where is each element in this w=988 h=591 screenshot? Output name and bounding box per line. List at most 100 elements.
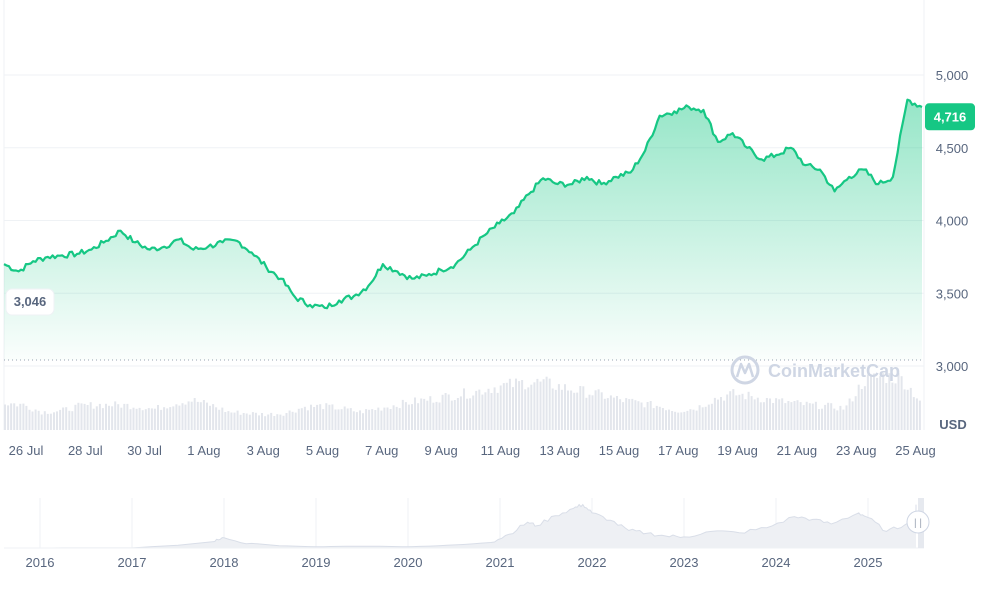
volume-bar (331, 404, 334, 430)
volume-bar (251, 412, 254, 430)
y-tick-label: 5,000 (936, 68, 969, 83)
volume-bar (184, 404, 187, 430)
volume-bar (811, 403, 814, 430)
volume-bar (420, 398, 423, 430)
volume-bar (674, 411, 677, 430)
volume-bar (582, 386, 585, 430)
volume-bar (31, 411, 34, 430)
volume-bar (245, 413, 248, 430)
volume-bars (4, 373, 921, 430)
x-tick-label: 25 Aug (895, 443, 936, 458)
volume-bar (631, 398, 634, 430)
volume-bar (34, 409, 37, 430)
volume-bar (337, 409, 340, 430)
y-axis-unit: USD (939, 417, 966, 432)
volume-bar (407, 404, 410, 430)
svg-text:4,716: 4,716 (934, 109, 967, 124)
volume-bar (288, 410, 291, 430)
volume-bar (793, 401, 796, 430)
volume-bar (334, 409, 337, 430)
volume-bar (808, 403, 811, 430)
volume-bar (839, 405, 842, 430)
volume-bar (306, 410, 309, 430)
volume-bar (463, 388, 465, 430)
volume-bar (435, 401, 438, 430)
volume-bar (726, 394, 729, 430)
volume-bar (374, 410, 377, 430)
x-tick-label: 17 Aug (658, 443, 699, 458)
volume-bar (74, 404, 77, 430)
volume-bar (395, 406, 398, 430)
volume-bar (830, 403, 833, 430)
y-tick-label: 4,000 (936, 214, 969, 229)
volume-bar (285, 413, 288, 430)
volume-bar (313, 407, 316, 430)
volume-bar (181, 403, 184, 430)
volume-bar (496, 392, 499, 430)
volume-bar (796, 400, 799, 430)
x-axis: 26 Jul 28 Jul 30 Jul 1 Aug 3 Aug 5 Aug 7 Aug 9 … (9, 443, 936, 458)
volume-bar (882, 373, 885, 430)
volume-bar (879, 376, 882, 430)
volume-bar (821, 408, 823, 430)
volume-bar (818, 409, 820, 430)
volume-bar (756, 397, 759, 430)
volume-bar (671, 411, 674, 430)
volume-bar (909, 387, 912, 430)
volume-bar (221, 407, 224, 430)
volume-bar (248, 414, 251, 430)
volume-bar (784, 403, 787, 430)
volume-bar (196, 401, 199, 430)
range-handle[interactable]: | | (906, 498, 930, 548)
volume-bar (769, 398, 771, 430)
volume-bar (386, 407, 389, 430)
volume-bar (487, 388, 490, 430)
volume-bar (261, 413, 263, 430)
volume-bar (411, 404, 413, 430)
volume-bar (46, 413, 49, 430)
volume-bar (230, 412, 233, 430)
volume-bar (707, 404, 710, 430)
overview-x-tick-label: 2017 (118, 555, 147, 570)
overview-x-tick-label: 2025 (854, 555, 883, 570)
x-tick-label: 26 Jul (9, 443, 44, 458)
volume-bar (554, 389, 557, 430)
volume-bar (175, 404, 178, 430)
volume-bar (781, 398, 784, 430)
volume-bar (114, 401, 117, 430)
volume-bar (551, 388, 554, 430)
overview-x-tick-label: 2023 (670, 555, 699, 570)
volume-bar (359, 410, 361, 430)
volume-bar (62, 407, 65, 430)
volume-bar (619, 399, 622, 430)
volume-bar (677, 412, 680, 430)
volume-bar (591, 395, 594, 430)
volume-bar (233, 412, 236, 430)
volume-bar (658, 406, 661, 430)
price-line (3, 98, 923, 310)
volume-bar (13, 403, 16, 430)
volume-bar (438, 402, 441, 430)
volume-bar (141, 410, 144, 430)
volume-bar (665, 410, 667, 430)
volume-bar (888, 373, 891, 430)
volume-bar (322, 409, 325, 430)
x-tick-label: 3 Aug (247, 443, 280, 458)
y-axis: 3,000 3,500 4,000 4,500 5,000 (936, 68, 969, 374)
volume-bar (490, 393, 493, 430)
overview-x-tick-label: 2019 (302, 555, 331, 570)
volume-bar (383, 407, 386, 430)
volume-bar (759, 402, 762, 430)
overview-x-tick-label: 2021 (486, 555, 515, 570)
overview-chart[interactable]: 2016 2017 2018 2019 2020 2021 2022 2023 2024 2025 (4, 498, 924, 570)
volume-bar (508, 378, 511, 430)
volume-bar (576, 392, 579, 430)
volume-bar (4, 404, 6, 430)
volume-bar (105, 403, 107, 430)
x-tick-label: 1 Aug (187, 443, 220, 458)
volume-bar (368, 409, 371, 430)
volume-bar (505, 382, 508, 430)
volume-bar (414, 397, 416, 430)
volume-bar (349, 408, 352, 430)
volume-bar (117, 404, 120, 430)
